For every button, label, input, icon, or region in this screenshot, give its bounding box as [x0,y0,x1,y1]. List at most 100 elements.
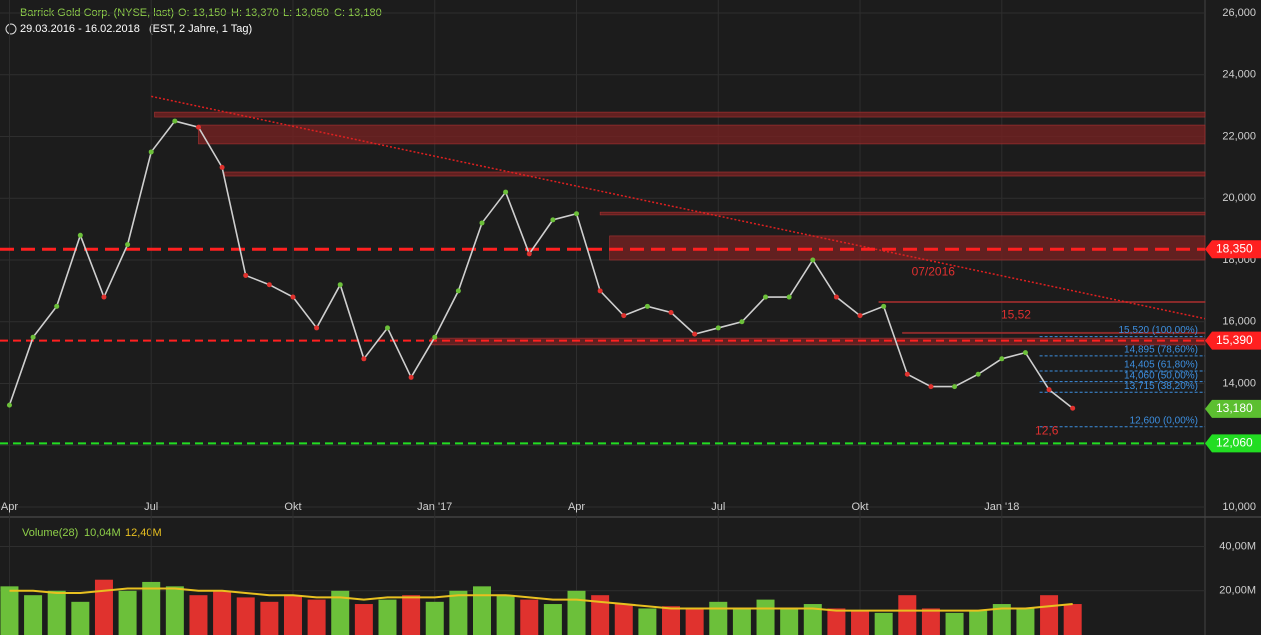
fib-label: 14,060 (50,00%) [1124,370,1198,381]
y-tick-label: 20,00M [1219,585,1256,597]
price-point [644,303,650,309]
price-point [881,303,887,309]
price-tag-label: 13,180 [1216,401,1253,415]
price-point [432,334,438,340]
volume-bar [71,601,90,635]
volume-bar [213,590,232,635]
y-tick-label: 26,000 [1222,7,1256,19]
y-tick-label: 14,000 [1222,377,1256,389]
price-point [172,118,178,124]
y-tick-label: 40,00M [1219,540,1256,552]
volume-bar [354,604,373,635]
y-tick-label: 20,000 [1222,192,1256,204]
price-point [503,189,509,195]
price-point [526,251,532,257]
price-point [1046,387,1052,393]
price-point [455,288,461,294]
y-tick-label: 10,000 [1222,501,1256,513]
fib-label: 15,520 (100,00%) [1118,325,1198,336]
resistance-zone [198,124,1206,145]
annotation: 07/2016 [912,265,956,279]
volume-bar [614,604,633,635]
subtitle: 29.03.2016 - 16.02.2018 [20,23,140,35]
volume-bar [543,604,562,635]
volume-bar [520,599,539,635]
x-tick-label: Jul [144,501,158,513]
clock-icon [5,23,17,35]
x-tick-label: Jan '18 [984,501,1019,513]
volume-bar [165,586,184,635]
price-point [668,309,674,315]
price-point [125,242,131,248]
price-point [715,325,721,331]
volume-bar [473,586,491,635]
price-point [408,374,414,380]
volume-bar [780,608,799,635]
volume-bar [307,599,326,635]
fib-label: 12,600 (0,00%) [1130,415,1198,426]
volume-bar [283,595,302,635]
price-point [952,384,958,390]
y-tick-label: 16,000 [1222,316,1256,328]
volume-bar [662,606,681,635]
volume-bar [236,597,255,635]
volume-bar [331,590,350,635]
volume-bar [189,595,208,635]
price-point [810,257,816,263]
price-point [621,313,627,319]
volume-bar [969,610,988,635]
volume-bar [142,581,161,635]
volume-bar [756,599,775,635]
resistance-zone [902,331,1206,334]
subtitle-note: (EST, 2 Jahre, 1 Tag) [149,23,252,35]
price-point [857,313,863,319]
y-tick-label: 22,000 [1222,130,1256,142]
price-point [786,294,792,300]
price-tag-label: 12,060 [1216,436,1253,450]
price-point [290,294,296,300]
x-tick-label: Apr [568,501,585,513]
price-point [597,288,603,294]
price-point [195,124,201,130]
price-point [101,294,107,300]
volume-ma-value: 12,40M [125,527,162,539]
price-point [54,303,60,309]
volume-bar [449,590,468,635]
annotation: 12,6 [1035,424,1059,438]
x-tick-label: Jan '17 [417,501,452,513]
volume-bar [945,612,964,635]
volume-bar [709,601,728,635]
volume-bar [803,604,822,635]
volume-bar [1016,608,1035,635]
fib-label: 14,405 (61,80%) [1124,360,1198,371]
price-point [692,331,698,337]
price-point [148,149,154,155]
x-tick-label: Jul [711,501,725,513]
price-point [266,282,272,288]
x-tick-label: Okt [284,501,301,513]
resistance-zone [224,171,1206,177]
volume-bar [567,590,586,635]
volume-bar [24,595,43,635]
volume-bar [47,590,66,635]
volume-bar [0,586,19,635]
trendline [151,95,1206,320]
price-tag-label: 15,390 [1216,333,1253,347]
volume-bar [827,608,846,635]
price-point [30,334,36,340]
y-tick-label: 24,000 [1222,69,1256,81]
price-tag [1205,399,1261,418]
price-tag [1205,331,1261,350]
price-point [975,371,981,377]
price-point [763,294,769,300]
annotation: 15,52 [1001,308,1031,322]
price-point [928,384,934,390]
volume-bar [921,608,940,635]
x-tick-label: Okt [851,501,868,513]
volume-bar [851,610,870,635]
price-line [8,120,1074,409]
volume-bar [402,595,421,635]
price-point [384,325,390,331]
